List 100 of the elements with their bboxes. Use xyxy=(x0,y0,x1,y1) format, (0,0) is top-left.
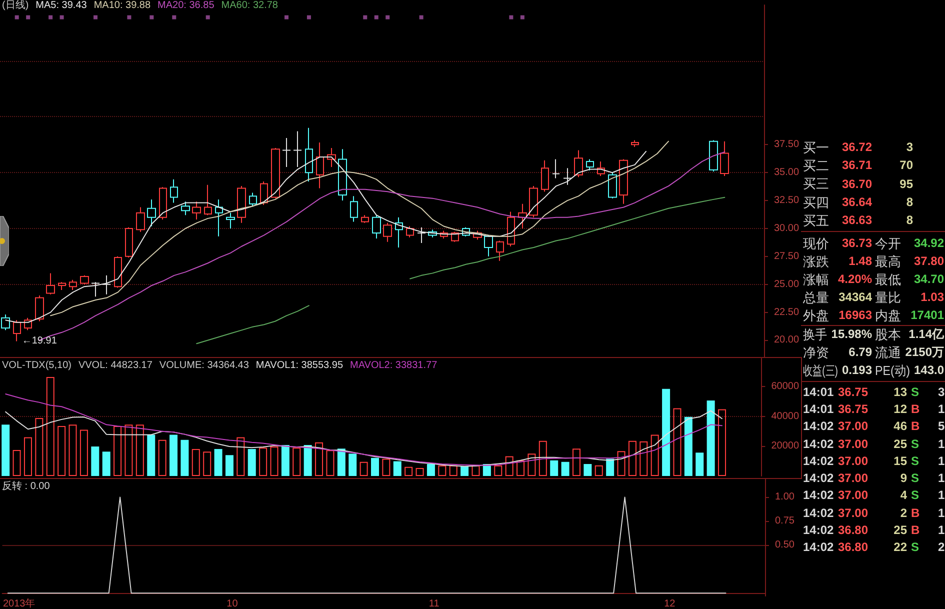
text: 0.193 xyxy=(842,363,872,377)
bar xyxy=(617,451,626,476)
bar xyxy=(662,388,670,476)
text: 36.63 xyxy=(842,213,872,228)
bar xyxy=(438,465,446,476)
bar xyxy=(192,449,200,476)
bar xyxy=(248,449,256,476)
text: 反转 : 0.00 xyxy=(2,481,50,493)
y-tick-label: 27.50 xyxy=(774,250,800,262)
text: 买三 xyxy=(803,176,829,192)
text: 17401 xyxy=(910,308,944,322)
text: 36.80 xyxy=(838,540,868,554)
text: 36.80 xyxy=(838,523,868,538)
bar xyxy=(292,448,301,476)
chart-title: (日线) xyxy=(2,0,29,12)
text: 1 xyxy=(938,471,945,486)
text: 34.70 xyxy=(914,272,944,286)
text: 14:02 xyxy=(803,540,834,554)
text: 现价 xyxy=(803,236,829,250)
bar xyxy=(80,430,88,476)
y-tick-label: 40000 xyxy=(771,410,800,422)
bar xyxy=(24,437,32,476)
candlestick xyxy=(316,142,324,189)
bar xyxy=(382,458,390,476)
text: B xyxy=(911,523,920,538)
x-tick-label: 10 xyxy=(226,598,238,609)
text: 股本 xyxy=(875,326,901,342)
text: 70 xyxy=(900,158,913,172)
bar xyxy=(449,465,458,476)
text: B xyxy=(911,402,920,416)
bar xyxy=(225,455,234,476)
text: 涨跌 xyxy=(803,254,829,268)
candlestick xyxy=(147,198,156,227)
text: 净资 xyxy=(803,344,829,360)
candlestick xyxy=(619,158,628,204)
bar xyxy=(136,424,144,476)
candlestick xyxy=(237,186,246,224)
text: 流通 xyxy=(875,344,901,360)
candlestick xyxy=(69,279,77,290)
text: B xyxy=(911,419,920,434)
bar xyxy=(494,465,502,476)
text: 25 xyxy=(894,523,907,538)
candlestick xyxy=(720,140,729,176)
text: 36.73 xyxy=(842,236,872,250)
text: MA10: 39.88 xyxy=(94,0,151,12)
bar xyxy=(203,452,212,476)
candlestick xyxy=(305,127,313,182)
bar xyxy=(2,424,10,476)
text: 36.71 xyxy=(842,158,872,172)
bar xyxy=(147,434,156,476)
text: 37.00 xyxy=(838,419,868,434)
bar xyxy=(102,452,110,476)
text: 95 xyxy=(900,176,913,191)
text: 37.00 xyxy=(838,506,868,520)
bar xyxy=(393,461,402,476)
annotation: ←19.91 xyxy=(22,336,58,347)
text: 1.03 xyxy=(920,290,944,304)
text: MA20: 36.85 xyxy=(158,0,214,12)
candlestick xyxy=(170,178,178,204)
text: 46 xyxy=(894,419,907,434)
bar xyxy=(46,377,54,476)
candlestick xyxy=(496,240,504,262)
x-tick-label: 12 xyxy=(664,598,676,609)
text: 36.70 xyxy=(842,176,872,191)
text: 5 xyxy=(938,419,945,434)
text: 今开 xyxy=(875,236,901,250)
text: 143.0 xyxy=(914,363,944,377)
text: 3 xyxy=(906,140,913,154)
bar xyxy=(304,445,312,476)
text: MAVOL2: 33831.77 xyxy=(350,360,438,372)
text: 收益(三) xyxy=(803,362,838,378)
bar xyxy=(91,446,100,476)
text: 最低 xyxy=(875,272,901,286)
text: 买一 xyxy=(803,140,829,155)
candlestick xyxy=(91,282,100,298)
text: 36.75 xyxy=(838,402,868,416)
text: S xyxy=(911,471,920,486)
annotation: VOLUME: 34364.43 xyxy=(159,360,249,372)
text: 14:01 xyxy=(803,402,834,416)
bar xyxy=(315,442,324,476)
y-tick-label: 30.00 xyxy=(774,222,800,234)
line-series xyxy=(50,140,669,316)
candlestick xyxy=(586,158,594,171)
bar xyxy=(426,464,435,476)
candlestick xyxy=(249,192,257,207)
candlestick xyxy=(260,181,268,206)
candlestick xyxy=(215,198,223,237)
bar xyxy=(561,462,570,476)
bar xyxy=(472,465,480,476)
text: MA5: 39.43 xyxy=(36,0,87,12)
text: 6.79 xyxy=(848,345,872,359)
text: 37.00 xyxy=(838,488,868,502)
candlestick xyxy=(417,226,426,244)
bar xyxy=(281,445,290,476)
text: 14:02 xyxy=(803,436,834,451)
line-series xyxy=(5,410,723,467)
text: 外盘 xyxy=(803,308,829,322)
bar xyxy=(404,466,413,476)
candlestick xyxy=(608,172,617,199)
text: 量比 xyxy=(875,290,901,304)
